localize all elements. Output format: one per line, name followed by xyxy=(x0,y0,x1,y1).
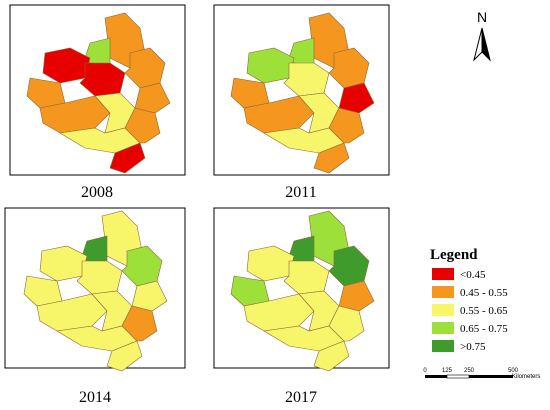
scale-tick-label: 0 xyxy=(423,368,427,374)
map xyxy=(23,210,168,372)
legend: Legend <0.45 0.45 - 0.55 0.55 - 0.65 0.65 -… xyxy=(430,247,508,353)
panel-2014: 2014 xyxy=(4,207,186,406)
map xyxy=(230,12,375,174)
year-label: 2011 xyxy=(285,184,316,201)
panel-2008: 2008 xyxy=(9,4,186,201)
year-label: 2008 xyxy=(81,184,113,201)
panel-2011: 2011 xyxy=(213,4,390,201)
panel-2017: 2017 xyxy=(213,207,390,406)
legend-label: <0.45 xyxy=(460,269,486,281)
scale-tick-label: 500 xyxy=(508,368,519,374)
legend-swatch xyxy=(432,286,454,298)
legend-swatch xyxy=(432,268,454,280)
north-label: N xyxy=(477,9,487,25)
scale-tick-label: 125 xyxy=(442,368,453,374)
map xyxy=(230,210,375,372)
legend-label: 0.55 - 0.65 xyxy=(460,305,508,317)
legend-label: >0.75 xyxy=(460,341,486,353)
panel-frame xyxy=(9,4,186,176)
legend-title: Legend xyxy=(430,247,478,263)
north-arrow: N xyxy=(473,9,491,62)
legend-label: 0.45 - 0.55 xyxy=(460,287,508,299)
legend-swatch xyxy=(432,340,454,352)
year-label: 2017 xyxy=(285,389,317,406)
legend-label: 0.65 - 0.75 xyxy=(460,323,508,335)
legend-swatch xyxy=(432,322,454,334)
year-label: 2014 xyxy=(79,389,111,406)
scale-tick-label: 250 xyxy=(464,368,475,374)
panel-frame xyxy=(213,207,390,369)
scale-unit: Kilometers xyxy=(512,374,540,380)
panel-frame xyxy=(213,4,390,176)
map xyxy=(26,12,171,174)
scale-bar: Kilometers 0 125 250 500 xyxy=(423,368,540,380)
panel-frame xyxy=(4,207,186,369)
legend-swatch xyxy=(432,304,454,316)
